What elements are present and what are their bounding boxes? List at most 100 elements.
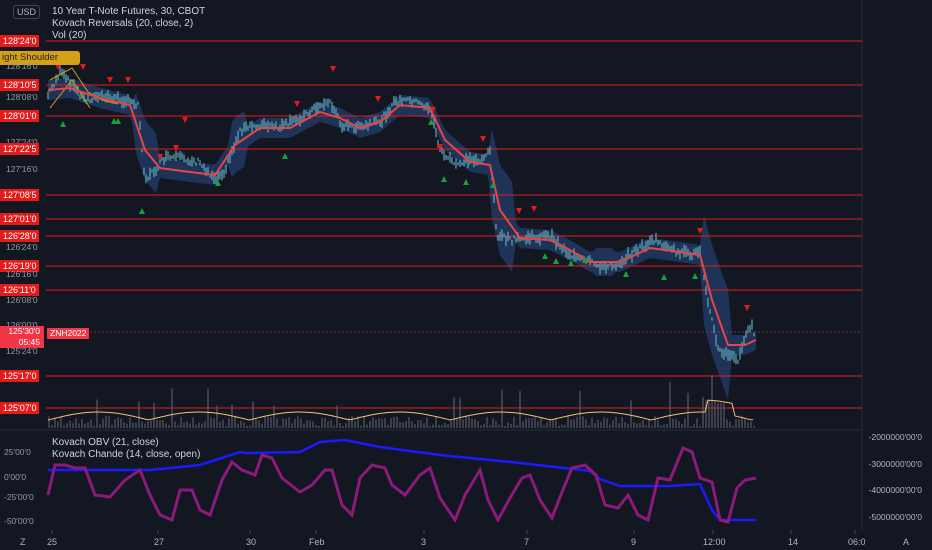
volume-bar (219, 421, 221, 428)
volume-bar (390, 418, 392, 428)
volume-bar (612, 420, 614, 428)
volume-bar (726, 419, 728, 428)
volume-bar (609, 424, 611, 428)
volume-bar (360, 425, 362, 428)
volume-bar (402, 422, 404, 428)
volume-bar (369, 420, 371, 428)
volume-bar (645, 424, 647, 428)
indicator-legend-kovach-reversals[interactable]: Kovach Reversals (20, close, 2) (52, 18, 194, 29)
volume-bar (648, 418, 650, 428)
price-level-tag: 127'01'0 (0, 213, 40, 225)
reversal-down-arrow (480, 136, 486, 142)
volume-bar (81, 419, 83, 428)
volume-bar (438, 424, 440, 428)
volume-bar (198, 422, 200, 428)
volume-bar (690, 425, 692, 428)
volume-bar (633, 422, 635, 428)
volume-bar (732, 425, 734, 428)
volume-bar (348, 417, 350, 428)
volume-bar (252, 401, 254, 428)
volume-bar (150, 420, 152, 428)
volume-bar (717, 402, 719, 428)
volume-bar (171, 388, 173, 428)
volume-bar (420, 420, 422, 428)
volume-bar (72, 423, 74, 428)
volume-bar (174, 421, 176, 428)
volume-bar (78, 423, 80, 428)
volume-bar (126, 423, 128, 428)
volume-bar (192, 417, 194, 428)
reversal-down-arrow (157, 154, 163, 160)
currency-badge[interactable]: USD (13, 5, 41, 19)
price-level-tag: 126'19'0 (0, 260, 40, 272)
volume-bar (720, 402, 722, 428)
volume-bar (639, 423, 641, 428)
volume-bar (201, 423, 203, 428)
volume-bar (462, 419, 464, 428)
volume-bar (684, 418, 686, 428)
volume-bar (750, 421, 752, 428)
volume-bar (51, 424, 53, 428)
volume-bar (576, 416, 578, 428)
reversal-up-arrow (490, 182, 496, 188)
volume-bar (405, 420, 407, 428)
indicator-legend-chande[interactable]: Kovach Chande (14, close, open) (52, 449, 201, 460)
chande-oscillator-line (46, 446, 757, 524)
volume-bar (294, 418, 296, 428)
volume-bar (357, 416, 359, 428)
volume-bar (222, 419, 224, 428)
price-level-tag: 127'08'5 (0, 189, 40, 201)
volume-bar (573, 419, 575, 428)
volume-bar (408, 417, 410, 428)
auto-scale-button[interactable]: A (903, 537, 910, 547)
indicator-legend-volume[interactable]: Vol (20) (52, 30, 87, 41)
volume-bar (435, 416, 437, 428)
price-level-tag: 125'07'0 (0, 402, 40, 414)
volume-bar (282, 418, 284, 428)
volume-bar (537, 421, 539, 428)
volume-bar (210, 417, 212, 428)
volume-bar (708, 401, 710, 428)
reversal-up-arrow (441, 176, 447, 182)
reversal-down-arrow (744, 305, 750, 311)
volume-bar (411, 421, 413, 428)
volume-bar (705, 400, 707, 428)
sub-left-axis-label: 25'00'0 (4, 447, 31, 457)
zoom-button[interactable]: Z (20, 537, 26, 547)
reversal-down-arrow (55, 64, 61, 70)
volume-bar (468, 416, 470, 428)
volume-bar (492, 418, 494, 428)
volume-bar (621, 417, 623, 428)
reversal-up-arrow (542, 253, 548, 259)
reversal-up-arrow (115, 118, 121, 124)
volume-bar (642, 419, 644, 428)
reversal-up-arrow (428, 119, 434, 125)
chart-title[interactable]: 10 Year T-Note Futures, 30, CBOT (52, 6, 206, 17)
reversal-up-arrow (692, 273, 698, 279)
volume-bar (240, 420, 242, 428)
volume-bar (375, 419, 377, 428)
volume-bar (417, 420, 419, 428)
indicator-legend-obv[interactable]: Kovach OBV (21, close) (52, 437, 159, 448)
price-axis-label: 126'24'0 (6, 242, 38, 252)
volume-bar (564, 424, 566, 428)
sub-right-axis-label: -4000000'00'0 (868, 485, 922, 495)
volume-bar (486, 417, 488, 428)
volume-bar (99, 424, 101, 428)
volume-bar (504, 425, 506, 428)
volume-bar (291, 423, 293, 428)
volume-bar (90, 419, 92, 428)
volume-bar (489, 424, 491, 428)
volume-bar (186, 421, 188, 428)
reversal-up-arrow (582, 257, 588, 263)
time-axis-label: 12:00 (703, 537, 726, 547)
price-level-tag: 127'22'5 (0, 143, 40, 155)
volume-bar (696, 418, 698, 428)
volume-bar (531, 418, 533, 428)
volume-bar (546, 422, 548, 428)
sub-left-axis-label: -25'00'0 (4, 492, 34, 502)
volume-bar (354, 421, 356, 428)
volume-bar (594, 422, 596, 428)
reversal-up-arrow (463, 179, 469, 185)
